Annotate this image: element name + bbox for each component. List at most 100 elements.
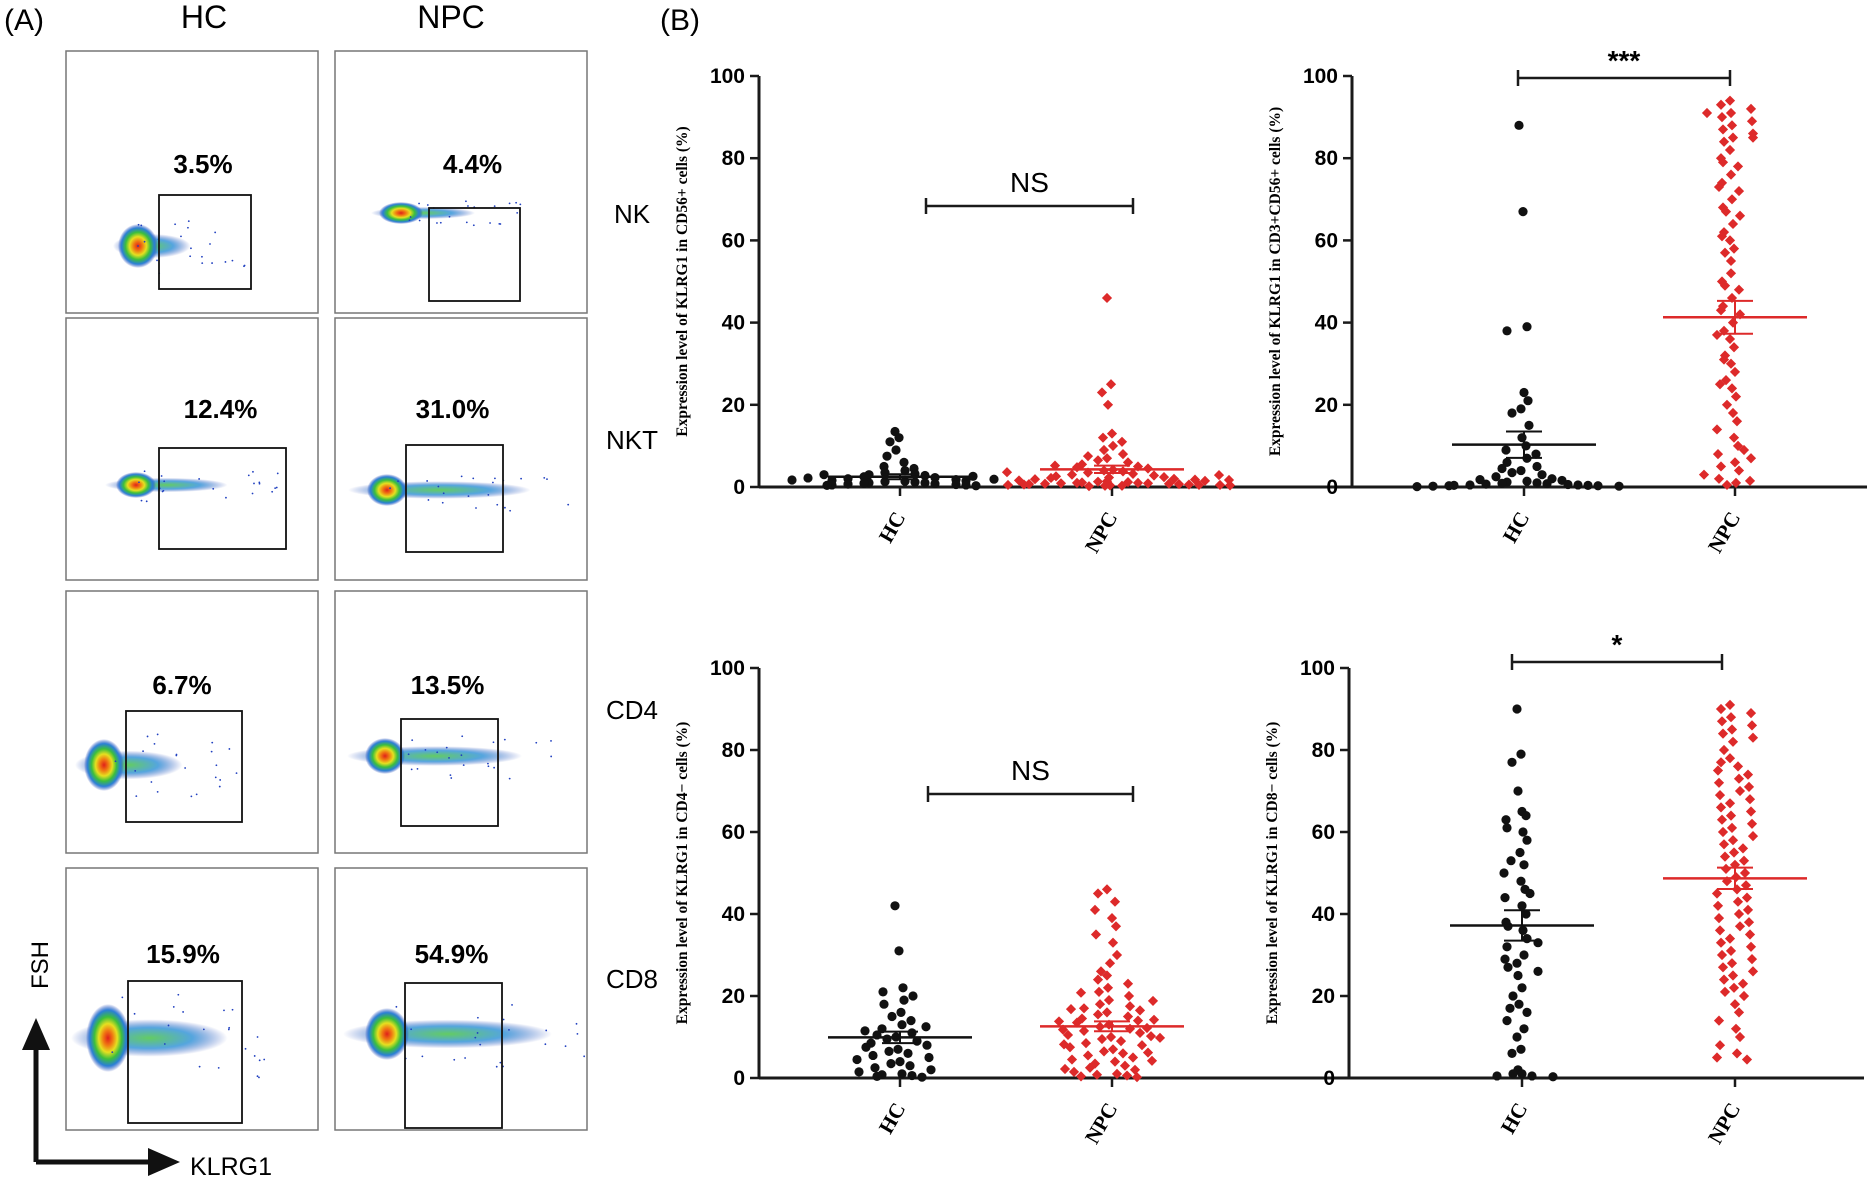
data-point-npc xyxy=(1148,470,1160,481)
data-point-npc xyxy=(1725,169,1737,180)
data-point-hc xyxy=(1525,888,1535,899)
data-point-hc xyxy=(1508,991,1518,1001)
flow-gate xyxy=(428,207,521,302)
y-tick-label: 20 xyxy=(722,394,745,417)
data-point-hc xyxy=(1428,481,1438,491)
x-tick-label: NPC xyxy=(1080,508,1122,557)
row-label-cd4: CD4 xyxy=(606,695,658,725)
data-point-npc xyxy=(1131,1072,1143,1083)
data-point-npc xyxy=(1747,732,1759,743)
data-point-npc xyxy=(1724,95,1736,106)
flow-plot-frame xyxy=(334,867,588,1131)
data-point-npc xyxy=(1725,255,1737,267)
data-point-hc xyxy=(803,473,813,483)
data-point-npc xyxy=(1092,888,1104,899)
data-point-npc xyxy=(1080,1038,1092,1049)
data-point-npc xyxy=(1214,479,1226,491)
data-point-npc xyxy=(1117,449,1129,460)
data-point-npc xyxy=(1717,124,1729,135)
flow-event xyxy=(441,501,444,504)
data-point-npc xyxy=(1119,1060,1131,1071)
data-point-npc xyxy=(1738,855,1750,866)
gate-percentage: 6.7% xyxy=(152,670,211,700)
flow-event xyxy=(202,1028,205,1031)
flow-event xyxy=(190,247,192,250)
data-point-hc xyxy=(890,901,900,911)
y-tick-label: 100 xyxy=(710,657,745,680)
flow-event xyxy=(187,220,190,223)
data-point-npc xyxy=(1727,317,1739,328)
data-point-hc xyxy=(870,1063,880,1073)
data-point-hc xyxy=(1614,481,1624,491)
significance-bracket xyxy=(1510,654,1724,670)
significance-label: NS xyxy=(1011,755,1050,786)
data-point-hc xyxy=(1497,463,1507,474)
data-point-npc xyxy=(1738,990,1750,1002)
data-point-hc xyxy=(968,471,978,481)
flow-plot: 4.4% xyxy=(334,50,588,314)
data-point-npc xyxy=(1146,1055,1158,1066)
flow-event xyxy=(224,261,227,263)
data-point-npc xyxy=(1158,472,1170,483)
data-point-npc xyxy=(1701,107,1713,119)
flow-event xyxy=(460,475,463,478)
flow-event xyxy=(210,750,213,753)
data-point-hc xyxy=(1481,479,1491,489)
data-point-npc xyxy=(1726,194,1738,205)
data-point-npc xyxy=(1745,103,1757,114)
data-point-hc xyxy=(879,999,889,1009)
flow-event xyxy=(445,746,448,749)
flow-plot-frame xyxy=(65,590,319,854)
data-point-npc xyxy=(1732,896,1744,907)
data-point-npc xyxy=(1066,1054,1078,1065)
flow-event xyxy=(436,751,439,754)
data-point-hc xyxy=(1514,120,1524,130)
data-point-npc xyxy=(1727,218,1739,230)
data-point-npc xyxy=(1717,826,1729,838)
data-point-npc xyxy=(1096,1033,1108,1045)
data-point-hc xyxy=(1516,404,1526,414)
data-point-npc xyxy=(1732,161,1744,172)
data-point-npc xyxy=(1711,424,1723,435)
y-tick-label: 20 xyxy=(1315,394,1338,417)
data-point-npc xyxy=(1103,995,1115,1006)
data-point-hc xyxy=(1516,749,1526,759)
data-point-hc xyxy=(893,1044,903,1054)
y-tick-label: 100 xyxy=(710,65,745,88)
data-point-npc xyxy=(1091,1069,1103,1080)
data-point-npc xyxy=(1734,785,1746,797)
flow-event xyxy=(243,264,246,267)
flow-event xyxy=(274,487,277,490)
flow-event xyxy=(436,222,438,224)
data-point-hc xyxy=(895,1057,905,1067)
data-point-hc xyxy=(989,474,999,484)
data-point-hc xyxy=(1507,1048,1517,1058)
flow-event xyxy=(258,482,261,485)
flow-event xyxy=(189,255,192,258)
flow-event xyxy=(499,223,502,225)
panel-a-label: (A) xyxy=(4,4,44,37)
data-point-npc xyxy=(1102,399,1114,410)
row-label-cd8: CD8 xyxy=(606,964,658,994)
data-point-npc xyxy=(1746,954,1758,965)
flow-event xyxy=(137,245,139,247)
data-point-hc xyxy=(1519,860,1529,870)
data-point-hc xyxy=(1532,461,1542,472)
flow-plot: 3.5% xyxy=(65,50,319,314)
flow-event xyxy=(256,1036,259,1038)
flow-event xyxy=(253,1055,256,1057)
flow-plot: 15.9% xyxy=(65,867,319,1131)
data-point-hc xyxy=(859,478,869,488)
y-tick-label: 80 xyxy=(722,147,745,170)
data-point-npc xyxy=(1713,777,1725,788)
data-point-npc xyxy=(1725,107,1737,119)
flow-event xyxy=(156,259,158,262)
flow-event xyxy=(421,1055,424,1058)
data-point-hc xyxy=(1563,479,1573,490)
data-point-hc xyxy=(1518,207,1528,217)
data-point-npc xyxy=(1105,1031,1117,1043)
data-point-hc xyxy=(920,478,930,488)
flow-event xyxy=(182,1011,184,1013)
data-point-npc xyxy=(1737,843,1749,854)
flow-plot-frame xyxy=(334,50,588,314)
